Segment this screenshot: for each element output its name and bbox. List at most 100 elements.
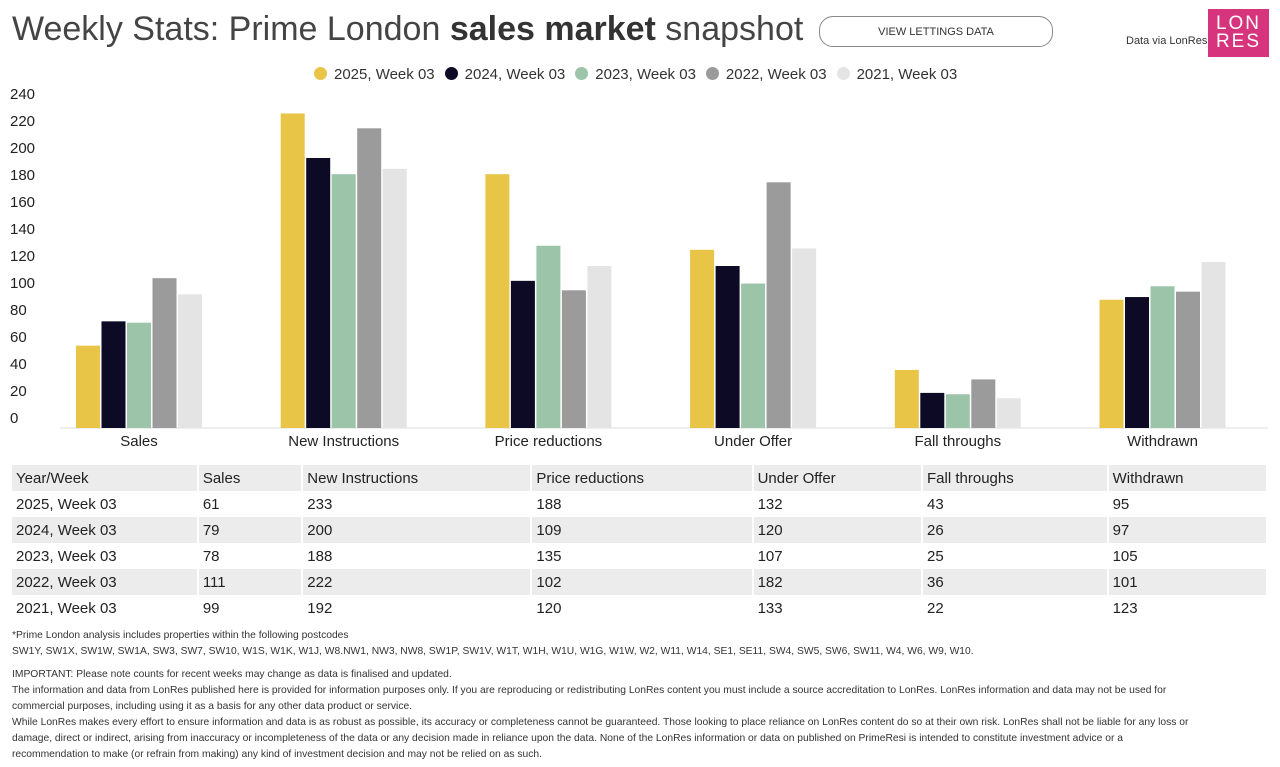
x-tick-label: Fall throughs [914, 433, 1001, 450]
column-header: Sales [197, 465, 304, 491]
table-cell: 78 [197, 543, 304, 569]
legend-item[interactable]: 2024, Week 03 [444, 66, 566, 83]
table-cell: 22 [922, 595, 1109, 621]
bar-2-2 [536, 245, 561, 428]
y-tick-label: 240 [10, 86, 35, 103]
bar-5-0 [1099, 299, 1124, 428]
page-title: Weekly Stats: Prime London sales market … [12, 10, 804, 48]
table-row: 2022, Week 03 111 222 102 182 36 101 [12, 569, 1269, 595]
column-header: Under Offer [752, 465, 924, 491]
bar-4-3 [971, 379, 996, 428]
table-cell: 109 [531, 517, 754, 543]
table-row: 2021, Week 03 99 192 120 133 22 123 [12, 595, 1269, 621]
bar-5-3 [1176, 291, 1200, 428]
y-tick-label: 60 [10, 329, 27, 346]
important-note: IMPORTANT: Please note counts for recent… [12, 669, 452, 680]
y-tick-label: 100 [10, 275, 35, 292]
postcode-note: *Prime London analysis includes properti… [12, 630, 349, 641]
bar-4-2 [945, 394, 970, 428]
table-cell: 120 [752, 517, 924, 543]
table-cell: 222 [302, 569, 533, 595]
legend-label: 2024, Week 03 [464, 66, 566, 83]
table-cell: 132 [752, 491, 924, 517]
table-cell: 188 [302, 543, 533, 569]
table-cell: 36 [922, 569, 1109, 595]
x-tick-label: Under Offer [714, 433, 792, 450]
bar-0-0 [76, 345, 100, 428]
table-cell: 61 [197, 491, 304, 517]
column-header: Fall throughs [922, 465, 1109, 491]
bar-4-0 [894, 369, 919, 428]
bar-0-3 [152, 278, 177, 428]
table-cell: 95 [1107, 491, 1269, 517]
view-lettings-data-button[interactable]: VIEW LETTINGS DATA [819, 16, 1053, 47]
table-cell: 233 [302, 491, 533, 517]
table-cell: 2021, Week 03 [12, 595, 199, 621]
disclaimer-text: recommendation to make (or refrain from … [12, 749, 542, 760]
y-tick-label: 220 [10, 113, 35, 130]
bar-1-1 [306, 158, 331, 428]
bar-3-0 [690, 249, 715, 428]
legend-label: 2025, Week 03 [334, 66, 435, 83]
table-cell: 79 [197, 517, 304, 543]
table-header-row: Year/Week Sales New Instructions Price redu… [12, 465, 1269, 491]
legend-label: 2023, Week 03 [595, 66, 696, 83]
table-cell: 99 [197, 595, 304, 621]
table-cell: 192 [302, 595, 533, 621]
legend-item[interactable]: 2021, Week 03 [836, 66, 957, 83]
table-cell: 102 [531, 569, 754, 595]
table-cell: 107 [752, 543, 924, 569]
y-tick-label: 20 [10, 383, 27, 400]
table-row: 2024, Week 03 79 200 109 120 26 97 [12, 517, 1269, 543]
table-cell: 2022, Week 03 [12, 569, 199, 595]
table-cell: 101 [1107, 569, 1269, 595]
table-cell: 135 [531, 543, 754, 569]
bar-5-4 [1201, 261, 1226, 428]
table-cell: 2025, Week 03 [12, 491, 199, 517]
bar-2-0 [485, 174, 510, 428]
chart-legend: 2025, Week 03 2024, Week 03 2023, Week 03 2… [314, 66, 957, 83]
legend-item[interactable]: 2022, Week 03 [705, 66, 827, 83]
lonres-logo: LON RES [1208, 9, 1269, 57]
disclaimer-text: damage, direct or indirect, arising from… [12, 733, 1123, 744]
bar-3-3 [766, 182, 791, 428]
y-tick-label: 200 [10, 140, 35, 157]
table-cell: 120 [531, 595, 754, 621]
legend-label: 2022, Week 03 [725, 66, 827, 83]
table-cell: 2023, Week 03 [12, 543, 199, 569]
table-cell: 2024, Week 03 [12, 517, 199, 543]
bar-3-2 [741, 283, 766, 428]
table-cell: 26 [922, 517, 1109, 543]
column-header: Price reductions [531, 465, 754, 491]
bar-3-1 [715, 266, 740, 428]
legend-swatch-icon [575, 67, 589, 80]
y-tick-label: 120 [10, 248, 35, 265]
footnote: *Prime London analysis includes properti… [12, 628, 974, 660]
postcode-list: SW1Y, SW1X, SW1W, SW1A, SW3, SW7, SW10, … [12, 646, 974, 657]
bar-1-3 [357, 128, 382, 429]
bar-5-2 [1150, 286, 1175, 428]
data-table: Year/Week Sales New Instructions Price redu… [12, 465, 1269, 621]
table-cell: 188 [531, 491, 754, 517]
table-cell: 182 [752, 569, 924, 595]
bar-0-4 [178, 294, 202, 428]
bar-0-2 [127, 322, 151, 428]
bar-4-1 [920, 392, 945, 428]
bar-1-2 [331, 174, 356, 428]
legend-item[interactable]: 2023, Week 03 [575, 66, 696, 83]
legend-item[interactable]: 2025, Week 03 [314, 66, 435, 83]
bar-3-4 [792, 248, 817, 428]
bar-1-0 [280, 113, 305, 428]
x-tick-label: New Instructions [288, 433, 399, 450]
bar-2-1 [510, 280, 535, 428]
info-text: The information and data from LonRes pub… [12, 685, 1167, 696]
info-text: commercial purposes, including using it … [12, 701, 413, 712]
y-tick-label: 40 [10, 356, 27, 373]
table-cell: 43 [922, 491, 1109, 517]
y-tick-label: 160 [10, 194, 35, 211]
legend-swatch-icon [705, 67, 719, 80]
bar-1-4 [382, 168, 407, 429]
legend-swatch-icon [444, 67, 458, 80]
column-header: New Instructions [302, 465, 533, 491]
x-tick-label: Price reductions [495, 433, 603, 450]
